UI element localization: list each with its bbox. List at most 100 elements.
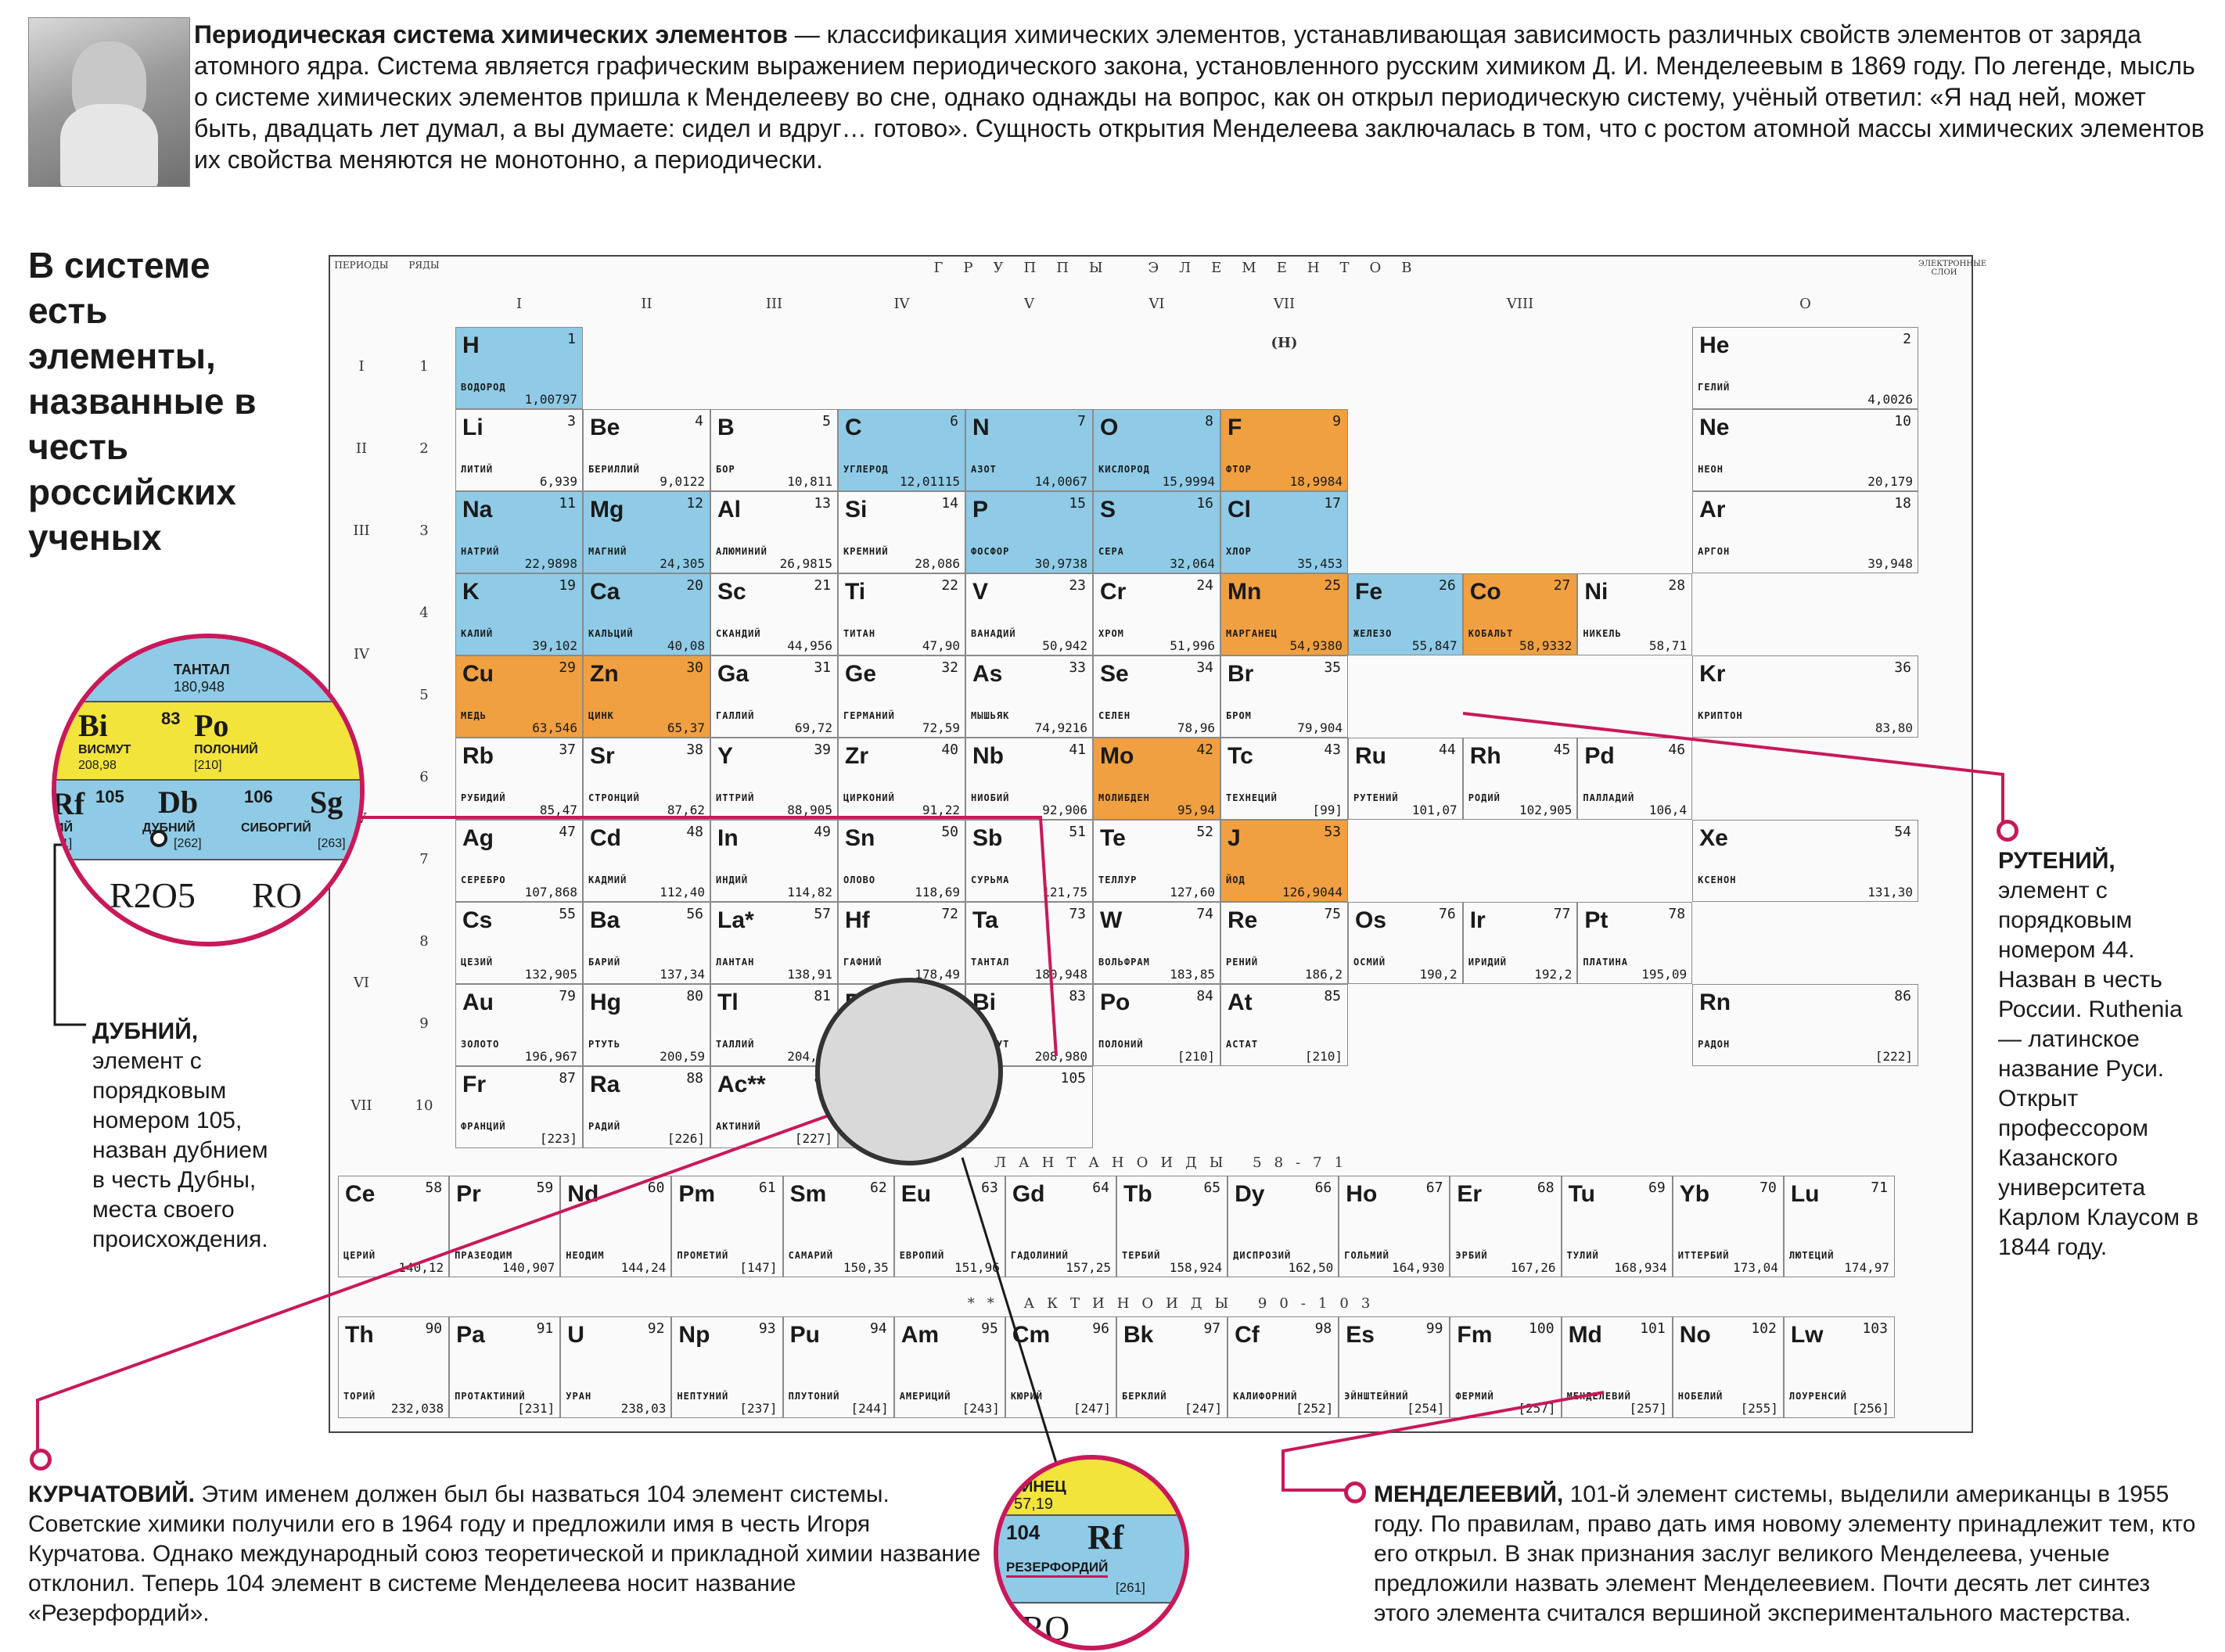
element-ga: Ga 31 ГАЛЛИЙ 69,72 [710,655,838,738]
lens-db-name: ДУБНИЙ [142,821,196,835]
atomic-mass: 20,179 [1867,474,1913,489]
element-v: V 23 ВАНАДИЙ 50,942 [965,573,1093,655]
atomic-mass: 102,905 [1519,803,1573,817]
row-number-5: 5 [419,687,429,703]
element-symbol: Se [1100,661,1129,687]
atomic-mass: 87,62 [667,803,705,817]
atomic-number: 62 [870,1180,887,1196]
element-symbol: He [1699,332,1730,358]
element-symbol: Kr [1699,661,1726,687]
atomic-number: 54 [1894,824,1911,840]
element-ni: Ni 28 НИКЕЛЬ 58,71 [1577,573,1693,655]
element-at: At 85 АСТАТ [210] [1220,984,1348,1066]
atomic-number: 96 [1092,1320,1109,1337]
atomic-number: 41 [1069,742,1086,758]
row-number-2: 2 [419,440,429,457]
element-f: F 9 ФТОР 18,9984 [1220,409,1348,491]
lens-db-symbol: Db [158,785,199,820]
element-name: ДИСПРОЗИЙ [1233,1250,1292,1261]
element-rh: Rh 45 РОДИЙ 102,905 [1462,738,1578,820]
atomic-number: 93 [758,1320,776,1337]
atomic-mass: 88,905 [787,803,832,817]
atomic-number: 15 [1069,495,1086,512]
element-symbol: Li [462,415,483,440]
atomic-mass: 168,934 [1614,1260,1667,1275]
atomic-mass: [210] [1177,1049,1215,1064]
periodic-table: ПЕРИОДЫ РЯДЫ ГРУППЫ ЭЛЕМЕНТОВ ЭЛЕКТРОННЫ… [329,255,1986,1433]
element-symbol: Cu [462,661,494,687]
mendelevium-connector [1281,1391,1605,1492]
atomic-number: 59 [536,1180,554,1196]
element-name: ЦИНК [588,710,614,721]
row-number-7: 7 [419,851,429,867]
element-symbol: Sr [590,743,615,769]
element-name: МЕДЬ [461,710,487,721]
element-name: ЦЕРИЙ [343,1250,376,1261]
atomic-number: 34 [1196,659,1213,676]
element-symbol: P [972,497,989,523]
element-name: НЕПТУНИЙ [677,1391,729,1402]
element-cd: Cd 48 КАДМИЙ 112,40 [583,820,710,902]
element-name: ГАФНИЙ [843,957,882,968]
element-symbol: Ho [1346,1181,1378,1207]
lens-db-mass: [262] [174,837,202,850]
element-fr: Fr 87 ФРАНЦИЙ [223] [455,1066,583,1148]
element-ra: Ra 88 РАДИЙ [226] [583,1066,710,1148]
element-name: СКАНДИЙ [716,628,761,639]
element-symbol: Co [1469,579,1501,605]
element-symbol: H [462,332,480,358]
atomic-mass: 180,948 [1034,967,1087,982]
element-name: НИОБИЙ [971,792,1010,803]
element-symbol: Tl [717,989,739,1015]
atomic-number: 5 [822,413,831,429]
atomic-mass: 32,064 [1170,556,1215,571]
element-symbol: Yb [1679,1181,1710,1207]
atomic-number: 37 [559,742,576,758]
element-name: БРОМ [1226,710,1252,721]
period-II: II [355,440,368,457]
element-name: ЦЕЗИЙ [461,957,494,968]
row-number-1: 1 [419,358,429,375]
atomic-mass: 114,82 [787,885,832,900]
mendelevium-annotation: МЕНДЕЛЕЕВИЙ, 101-й элемент системы, выде… [1374,1480,2203,1629]
element-symbol: Gd [1012,1181,1045,1207]
element-rn: Rn 86 РАДОН [222] [1692,984,1918,1066]
element-name: БЕРИЛЛИЙ [588,464,640,475]
element-name: ХРОМ [1098,628,1124,639]
element-symbol: Pa [456,1322,485,1348]
element-name: РТУТЬ [588,1039,621,1050]
atomic-number: 19 [559,577,576,594]
periods-header: ПЕРИОДЫ [334,260,389,271]
element-symbol: O [1100,415,1119,440]
ruthenium-text: элемент с порядковым номером 44. Назван … [1998,878,2199,1260]
atomic-mass: 65,37 [667,720,705,735]
rf-lens-symbol: Rf [1087,1518,1124,1557]
atomic-number: 77 [1553,906,1571,922]
element-name: ХЛОР [1226,546,1252,557]
atomic-number: 78 [1668,906,1686,922]
element-name: СЕРЕБРО [461,874,506,885]
element-cu: Cu 29 МЕДЬ 63,546 [455,655,583,738]
element-name: ПРАЗЕОДИМ [455,1250,513,1261]
atomic-mass: 167,26 [1510,1260,1556,1275]
atomic-mass: 208,980 [1034,1049,1087,1064]
atomic-number: 103 [1862,1320,1888,1337]
element-name: ГАЛЛИЙ [716,710,755,721]
element-name: ЦИРКОНИЙ [843,792,895,803]
actinide-pu: Pu 94 ПЛУТОНИЙ [244] [782,1316,894,1418]
atomic-mass: 95,94 [1177,803,1215,817]
period-VI: VI [353,974,370,991]
atomic-number: 30 [686,659,703,676]
actinide-am: Am 95 АМЕРИЦИЙ [243] [893,1316,1005,1418]
atomic-mass: 138,91 [787,967,832,982]
atomic-number: 69 [1648,1180,1666,1196]
atomic-number: 27 [1553,577,1571,594]
element-os: Os 76 ОСМИЙ 190,2 [1348,902,1463,984]
element-symbol: J [1228,825,1241,851]
element-name: САМАРИЙ [788,1250,834,1261]
element-symbol: Nb [972,743,1004,769]
element-symbol: Pm [678,1181,716,1207]
atomic-number: 6 [950,413,958,429]
element-mo: Mo 42 МОЛИБДЕН 95,94 [1093,738,1220,820]
atomic-number: 13 [814,495,831,512]
